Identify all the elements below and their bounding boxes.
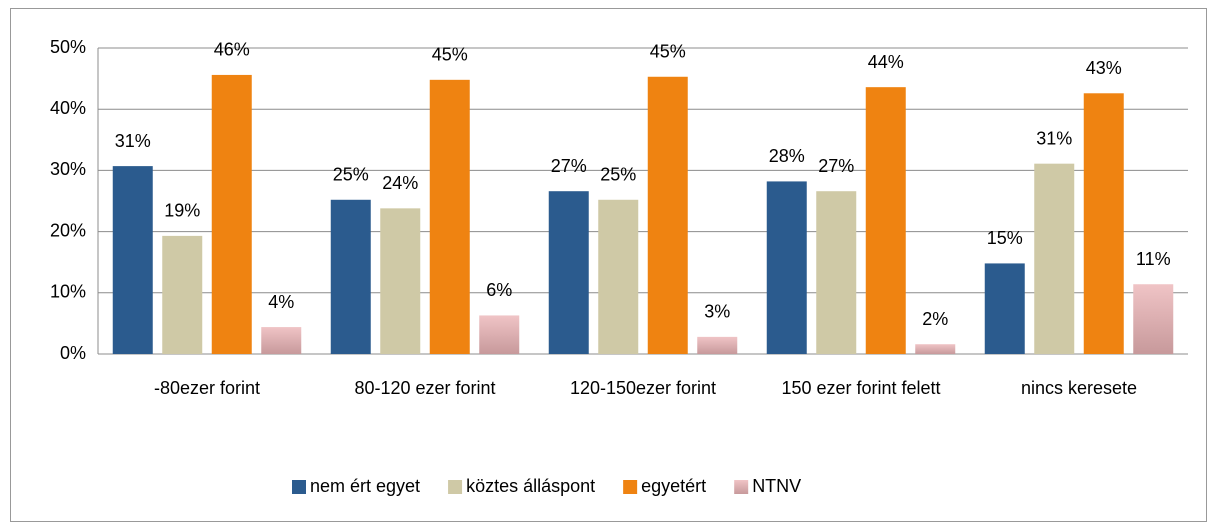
data-label: 24% — [382, 173, 418, 193]
bar — [211, 74, 252, 354]
data-label: 45% — [650, 42, 686, 62]
bar — [697, 336, 738, 354]
bar — [330, 199, 371, 354]
bar — [1133, 284, 1174, 354]
bar — [647, 76, 688, 354]
legend-label: nem ért egyet — [310, 476, 420, 496]
data-label: 4% — [268, 292, 294, 312]
y-tick-label: 50% — [50, 37, 86, 57]
x-tick-label: nincs keresete — [1020, 378, 1138, 398]
data-label: 31% — [115, 131, 151, 151]
bar — [261, 327, 302, 354]
x-tick-label: 120-150ezer forint — [569, 378, 717, 398]
data-label: 46% — [214, 40, 250, 60]
bar — [984, 263, 1025, 354]
bar — [479, 315, 520, 354]
x-tick-label: 150 ezer forint felett — [781, 378, 941, 398]
y-tick-label: 20% — [50, 220, 86, 240]
legend-label: egyetért — [641, 476, 706, 496]
bar — [112, 166, 153, 354]
y-tick-label: 10% — [50, 282, 86, 302]
y-tick-label: 30% — [50, 159, 86, 179]
y-tick-label: 0% — [60, 343, 86, 363]
data-label: 19% — [164, 201, 200, 221]
data-label: 25% — [600, 165, 636, 185]
y-tick-label: 40% — [50, 98, 86, 118]
data-label: 25% — [333, 165, 369, 185]
legend-swatch — [292, 480, 306, 494]
data-label: 11% — [1136, 249, 1171, 269]
legend-swatch — [448, 480, 463, 494]
x-tick-label: -80ezer forint — [153, 378, 261, 398]
bar — [1083, 93, 1124, 355]
data-label: 44% — [868, 52, 904, 72]
bar — [1034, 163, 1075, 354]
data-label: 27% — [551, 156, 587, 176]
data-label: 31% — [1036, 128, 1072, 148]
bar — [816, 191, 857, 354]
data-label: 15% — [987, 228, 1023, 248]
bar — [162, 235, 203, 354]
data-label: 27% — [818, 156, 854, 176]
legend-swatch — [623, 480, 638, 494]
data-label: 28% — [769, 146, 805, 166]
bar — [766, 181, 807, 354]
x-tick-label: 80-120 ezer forint — [354, 378, 496, 398]
data-label: 2% — [922, 309, 948, 329]
bar — [865, 87, 906, 354]
data-label: 43% — [1086, 58, 1122, 78]
bar — [429, 79, 470, 354]
legend-swatch — [734, 480, 749, 494]
bar — [380, 208, 421, 354]
data-label: 3% — [704, 302, 730, 322]
bar — [548, 191, 589, 354]
bar — [915, 344, 956, 354]
legend-label: NTNV — [752, 476, 801, 496]
data-label: 6% — [486, 280, 512, 300]
data-label: 45% — [432, 45, 468, 65]
legend-label: köztes álláspont — [466, 476, 595, 496]
bar — [598, 199, 639, 354]
